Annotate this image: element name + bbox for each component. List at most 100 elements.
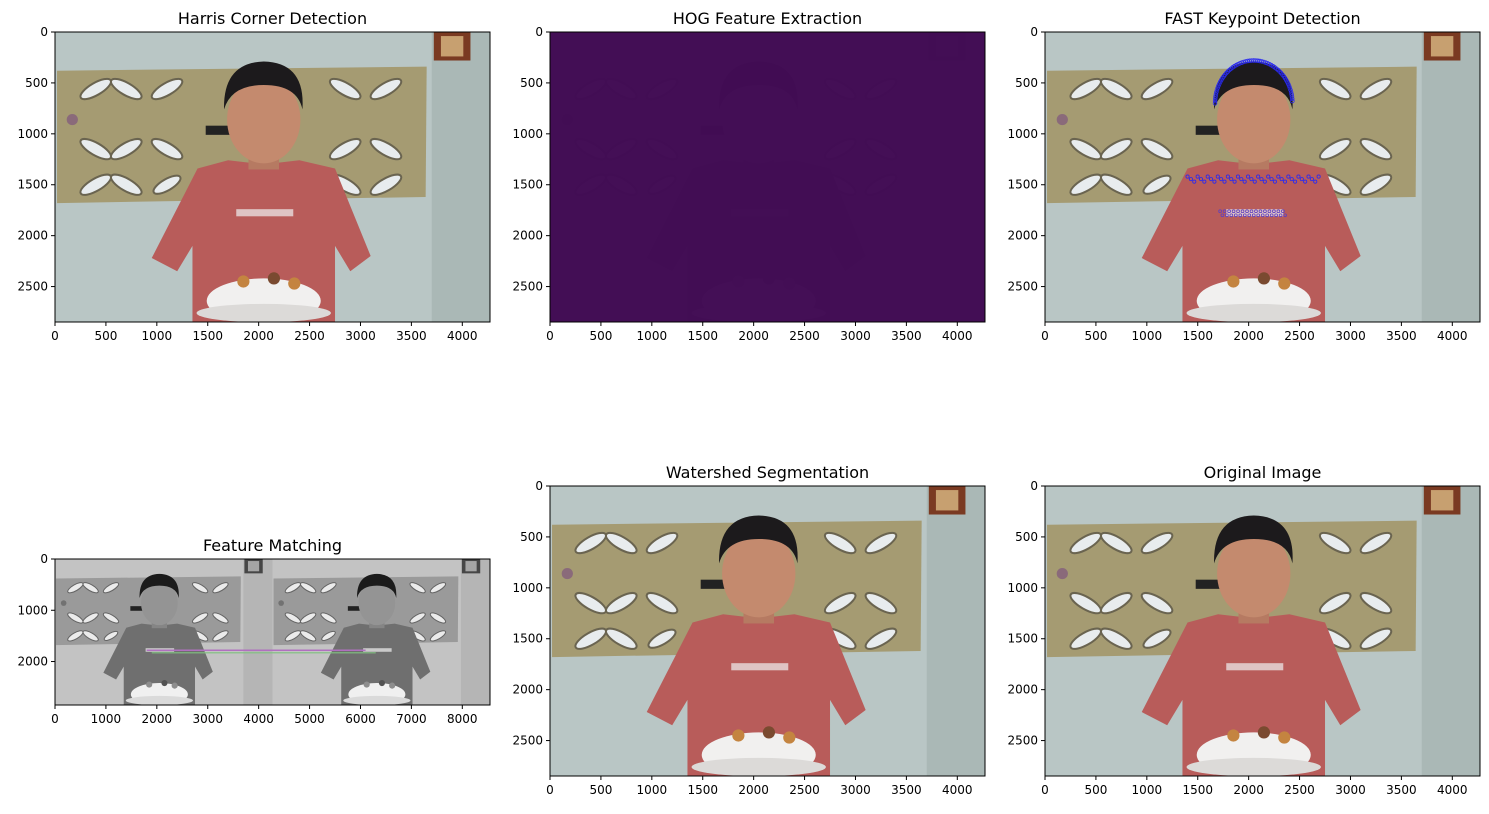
x-tick-label: 1000 bbox=[1132, 329, 1163, 343]
x-tick-label: 4000 bbox=[942, 783, 973, 797]
x-tick-label: 1500 bbox=[1182, 783, 1213, 797]
x-tick-label: 1500 bbox=[192, 329, 223, 343]
subplot: HOG Feature Extraction 0 500 1000 1500 2000 25… bbox=[512, 9, 986, 343]
y-tick-label: 500 bbox=[520, 530, 543, 544]
x-tick-label: 7000 bbox=[396, 712, 427, 726]
axes-frame bbox=[1044, 31, 1481, 323]
x-tick-label: 3000 bbox=[1335, 329, 1366, 343]
x-tick-label: 2000 bbox=[738, 783, 769, 797]
subplot: Feature Matching 0 1000 2000 3000 4000 5000 600… bbox=[17, 536, 491, 726]
y-tick-label: 0 bbox=[40, 552, 48, 566]
x-tick-label: 3500 bbox=[396, 329, 427, 343]
y-tick-label: 0 bbox=[40, 25, 48, 39]
y-tick-label: 2500 bbox=[1007, 280, 1038, 294]
x-tick-label: 0 bbox=[51, 329, 59, 343]
y-tick-label: 2500 bbox=[17, 280, 48, 294]
axes-frame bbox=[54, 558, 491, 706]
y-tick-label: 1500 bbox=[1007, 178, 1038, 192]
x-tick-label: 3000 bbox=[840, 783, 871, 797]
x-tick-label: 1500 bbox=[687, 783, 718, 797]
x-tick-label: 2500 bbox=[1284, 783, 1315, 797]
y-tick-label: 500 bbox=[1015, 530, 1038, 544]
subplot-title: HOG Feature Extraction bbox=[673, 9, 862, 28]
y-tick-label: 1000 bbox=[512, 581, 543, 595]
y-tick-label: 0 bbox=[1030, 479, 1038, 493]
x-tick-label: 1000 bbox=[142, 329, 173, 343]
subplot-title: Harris Corner Detection bbox=[178, 9, 367, 28]
x-tick-label: 2000 bbox=[1233, 783, 1264, 797]
x-tick-label: 1500 bbox=[687, 329, 718, 343]
x-tick-label: 500 bbox=[589, 783, 612, 797]
x-tick-label: 2500 bbox=[789, 783, 820, 797]
image bbox=[1045, 486, 1480, 776]
y-tick-label: 1500 bbox=[512, 632, 543, 646]
x-tick-label: 1000 bbox=[91, 712, 122, 726]
y-tick-label: 1000 bbox=[1007, 581, 1038, 595]
y-tick-label: 500 bbox=[25, 76, 48, 90]
y-tick-label: 1500 bbox=[512, 178, 543, 192]
y-tick-label: 2000 bbox=[512, 683, 543, 697]
y-tick-label: 1000 bbox=[17, 603, 48, 617]
y-tick-label: 2000 bbox=[17, 229, 48, 243]
x-tick-label: 4000 bbox=[243, 712, 274, 726]
subplot-title: Original Image bbox=[1204, 463, 1322, 482]
x-tick-label: 3500 bbox=[891, 329, 922, 343]
axes-frame bbox=[54, 31, 491, 323]
x-tick-label: 2500 bbox=[1284, 329, 1315, 343]
y-tick-label: 2500 bbox=[512, 734, 543, 748]
subplot: Original Image 0 500 1000 1500 2000 2500 3000 35… bbox=[1007, 463, 1481, 797]
x-tick-label: 0 bbox=[1041, 329, 1049, 343]
x-tick-label: 0 bbox=[546, 783, 554, 797]
subplot: Harris Corner Detection 0 500 1000 1500 2000 2… bbox=[17, 9, 491, 343]
x-tick-label: 1000 bbox=[637, 783, 668, 797]
subplot-title: Feature Matching bbox=[203, 536, 342, 555]
x-tick-label: 500 bbox=[94, 329, 117, 343]
y-tick-label: 2000 bbox=[512, 229, 543, 243]
x-tick-label: 3500 bbox=[1386, 329, 1417, 343]
x-tick-label: 4000 bbox=[942, 329, 973, 343]
x-tick-label: 3500 bbox=[891, 783, 922, 797]
x-tick-label: 3000 bbox=[345, 329, 376, 343]
x-tick-label: 500 bbox=[1084, 783, 1107, 797]
x-tick-label: 2500 bbox=[789, 329, 820, 343]
x-tick-label: 6000 bbox=[345, 712, 376, 726]
x-tick-label: 0 bbox=[546, 329, 554, 343]
x-tick-label: 3500 bbox=[1386, 783, 1417, 797]
x-tick-label: 500 bbox=[589, 329, 612, 343]
x-tick-label: 1000 bbox=[637, 329, 668, 343]
x-tick-label: 2000 bbox=[1233, 329, 1264, 343]
x-tick-label: 2000 bbox=[142, 712, 173, 726]
x-tick-label: 1500 bbox=[1182, 329, 1213, 343]
subplot: Watershed Segmentation 0 500 1000 1500 2000 25… bbox=[512, 463, 986, 797]
subplot: FAST Keypoint Detection 0 500 1000 1500 2000 2… bbox=[1007, 9, 1481, 343]
x-tick-label: 0 bbox=[1041, 783, 1049, 797]
x-tick-label: 3000 bbox=[840, 329, 871, 343]
axes-frame bbox=[549, 485, 986, 777]
x-tick-label: 2000 bbox=[738, 329, 769, 343]
y-tick-label: 1000 bbox=[512, 127, 543, 141]
y-tick-label: 500 bbox=[520, 76, 543, 90]
x-tick-label: 1000 bbox=[1132, 783, 1163, 797]
y-tick-label: 500 bbox=[1015, 76, 1038, 90]
y-tick-label: 2500 bbox=[1007, 734, 1038, 748]
x-tick-label: 5000 bbox=[294, 712, 325, 726]
image bbox=[55, 32, 490, 322]
axes-frame bbox=[1044, 485, 1481, 777]
axes-frame bbox=[549, 31, 986, 323]
y-tick-label: 0 bbox=[535, 25, 543, 39]
y-tick-label: 0 bbox=[535, 479, 543, 493]
image bbox=[55, 559, 490, 705]
x-tick-label: 3000 bbox=[1335, 783, 1366, 797]
x-tick-label: 2500 bbox=[294, 329, 325, 343]
image bbox=[550, 486, 985, 776]
x-tick-label: 4000 bbox=[1437, 783, 1468, 797]
y-tick-label: 2500 bbox=[512, 280, 543, 294]
x-tick-label: 0 bbox=[51, 712, 59, 726]
y-tick-label: 2000 bbox=[1007, 683, 1038, 697]
x-tick-label: 3000 bbox=[192, 712, 223, 726]
x-tick-label: 8000 bbox=[447, 712, 478, 726]
image bbox=[550, 32, 985, 322]
x-tick-label: 4000 bbox=[1437, 329, 1468, 343]
y-tick-label: 0 bbox=[1030, 25, 1038, 39]
